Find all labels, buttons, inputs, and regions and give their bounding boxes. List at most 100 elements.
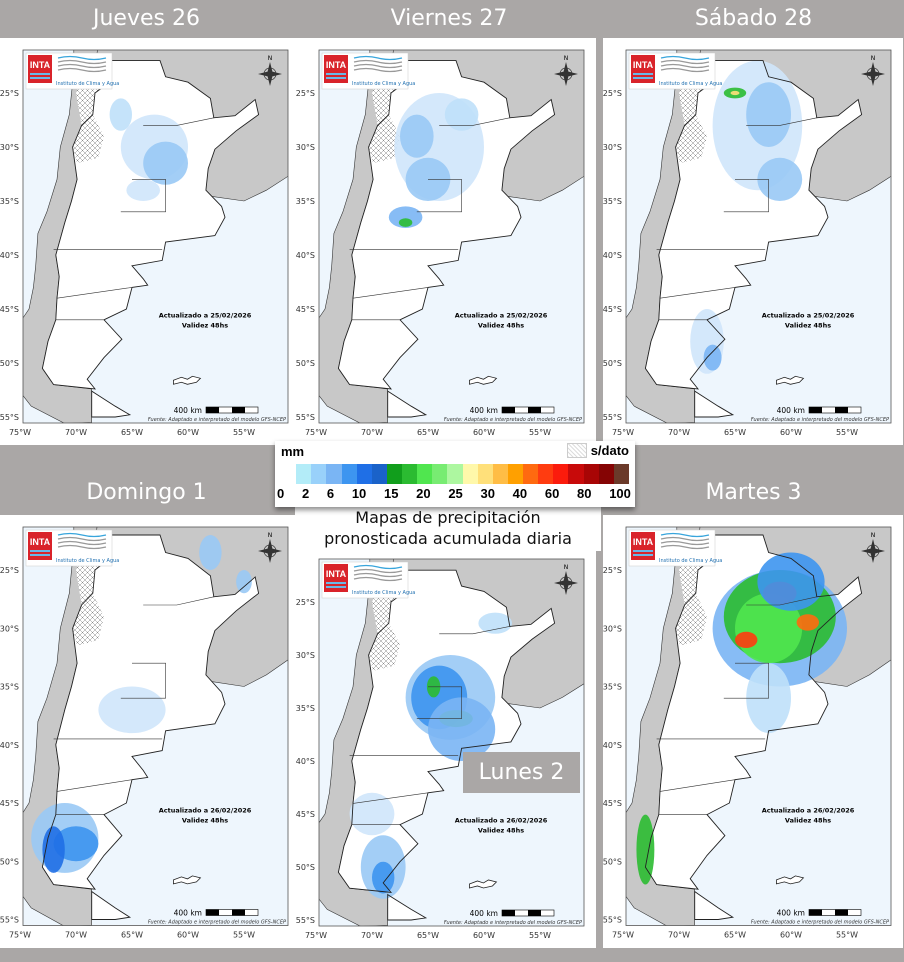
north-label: N — [564, 564, 569, 571]
latitude-label: 55°S — [603, 413, 622, 422]
latitude-label: 40°S — [0, 251, 19, 260]
longitude-label: 75°W — [305, 931, 327, 940]
latitude-label: 25°S — [0, 89, 19, 98]
latitude-label: 45°S — [603, 799, 622, 808]
clima-agua-waves-icon — [57, 532, 107, 538]
institute-name: Instituto de Clima y Agua — [352, 81, 415, 87]
updated-date: Actualizado a 26/02/2026 — [455, 816, 548, 824]
inta-logo-text: INTA — [30, 60, 51, 70]
scale-label: 400 km — [777, 406, 805, 415]
legend-swatch — [507, 464, 523, 484]
legend-swatch — [281, 464, 297, 484]
validity: Validez 48hs — [785, 816, 831, 824]
province-border — [120, 179, 166, 213]
forecast-map-panel: INTA Instituto de Clima y Agua N 25°S 30°S 35… — [603, 515, 903, 948]
longitude-label: 60°W — [177, 428, 199, 437]
compass-rose-icon — [554, 571, 578, 595]
malvinas-islands — [469, 879, 498, 889]
latitude-label: 40°S — [296, 757, 315, 766]
province-border — [416, 686, 462, 719]
longitude-label: 70°W — [361, 428, 383, 437]
longitude-label: 60°W — [177, 931, 199, 940]
clima-agua-waves-icon — [353, 63, 403, 69]
clima-agua-waves-icon — [57, 67, 107, 73]
compass-rose-icon — [258, 62, 282, 86]
inta-logo-text: INTA — [633, 60, 654, 70]
precipitation-area — [236, 570, 252, 594]
longitude-label: 55°W — [233, 428, 255, 437]
precipitation-legend: mm s/dato 0 2 6 10 15 20 25 30 40 60 80 100 — [275, 441, 635, 507]
institute-name: Instituto de Clima y Agua — [56, 558, 119, 564]
malvinas-islands — [173, 375, 202, 385]
legend-swatch — [386, 464, 402, 484]
updated-date: Actualizado a 25/02/2026 — [455, 312, 548, 320]
source-note: Fuente: Adaptado e interpretado del mode… — [751, 920, 889, 926]
legend-swatch — [583, 464, 599, 484]
latitude-label: 55°S — [0, 413, 19, 422]
malvinas-islands — [776, 875, 805, 885]
compass-rose-icon — [861, 62, 885, 86]
precipitation-map: INTA Instituto de Clima y Agua N 25°S 30°S 35… — [603, 49, 892, 437]
longitude-label: 65°W — [417, 931, 439, 940]
map-frame — [625, 49, 892, 424]
source-note: Fuente: Adaptado e interpretado del mode… — [148, 417, 286, 423]
precipitation-area — [703, 344, 722, 371]
latitude-label: 35°S — [296, 197, 315, 206]
latitude-label: 35°S — [0, 683, 19, 692]
longitude-label: 65°W — [724, 931, 746, 940]
latitude-label: 55°S — [0, 916, 19, 925]
legend-tick-label: 0 — [277, 486, 285, 501]
latitude-label: 50°S — [296, 359, 315, 368]
precipitation-area — [143, 141, 189, 185]
malvinas-islands — [469, 375, 498, 385]
updated-date: Actualizado a 26/02/2026 — [159, 806, 252, 814]
clima-agua-waves-icon — [353, 55, 403, 61]
latitude-label: 30°S — [0, 143, 19, 152]
longitude-label: 60°W — [780, 931, 802, 940]
latitude-label: 40°S — [296, 251, 315, 260]
validity: Validez 48hs — [478, 322, 524, 330]
updated-date: Actualizado a 25/02/2026 — [762, 312, 855, 320]
source-note: Fuente: Adaptado e interpretado del mode… — [444, 417, 582, 423]
province-border — [723, 662, 769, 699]
legend-tick-label: 40 — [512, 486, 528, 501]
forecast-map-panel: INTA Instituto de Clima y Agua N 25°S 30°S 35… — [0, 515, 300, 948]
compass-rose-icon — [861, 539, 885, 563]
clima-agua-waves-icon — [660, 67, 710, 73]
province-border — [143, 117, 214, 126]
longitude-label: 60°W — [780, 428, 802, 437]
province-border — [120, 662, 166, 699]
latitude-label: 30°S — [603, 143, 622, 152]
latitude-label: 45°S — [0, 305, 19, 314]
latitude-label: 50°S — [0, 359, 19, 368]
legend-swatch — [613, 464, 629, 484]
longitude-label: 75°W — [612, 931, 634, 940]
province-border — [659, 779, 736, 792]
inta-logo-text: INTA — [30, 537, 51, 547]
longitude-label: 65°W — [121, 428, 143, 437]
institute-name: Instituto de Clima y Agua — [659, 81, 722, 87]
latitude-label: 25°S — [296, 598, 315, 607]
longitude-label: 70°W — [668, 931, 690, 940]
malvinas-islands — [173, 875, 202, 885]
day-header: Sábado 28 — [694, 6, 813, 31]
precipitation-area — [400, 114, 434, 158]
longitude-label: 70°W — [65, 931, 87, 940]
clima-agua-waves-icon — [57, 59, 107, 65]
north-label: N — [268, 532, 273, 539]
scale-label: 400 km — [174, 406, 202, 415]
province-border — [56, 779, 133, 792]
no-data-area — [675, 540, 713, 646]
legend-unit: mm — [281, 444, 305, 459]
compass-rose-icon — [258, 539, 282, 563]
inta-logo-text: INTA — [326, 60, 347, 70]
precipitation-area — [444, 98, 479, 131]
precipitation-area — [349, 792, 395, 836]
latitude-label: 25°S — [603, 566, 622, 575]
day-header: Jueves 26 — [93, 6, 200, 31]
malvinas-islands — [776, 375, 805, 385]
legend-tick-label: 30 — [480, 486, 495, 501]
clima-agua-waves-icon — [57, 544, 107, 550]
longitude-label: 55°W — [529, 428, 551, 437]
latitude-label: 55°S — [296, 413, 315, 422]
